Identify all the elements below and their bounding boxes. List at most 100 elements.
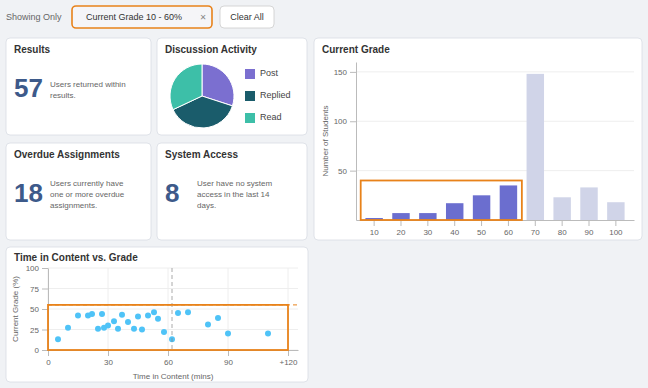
point [145, 313, 151, 319]
tick: 40 [450, 220, 459, 237]
legend-swatch [245, 113, 255, 123]
chart-title: Time in Content vs. Grade [14, 252, 138, 263]
background [0, 0, 648, 388]
tick: 0 [46, 350, 51, 367]
card-text: results. [50, 91, 76, 100]
tick-label: 25 [30, 326, 39, 335]
tick: 60 [164, 350, 173, 367]
point [215, 315, 221, 321]
card-value: 57 [14, 73, 43, 103]
tick-label: 50 [338, 167, 347, 176]
tick-label: 60 [164, 358, 173, 367]
tick: 50 [338, 167, 356, 176]
card-value: 8 [165, 178, 179, 208]
tick-mark [48, 350, 49, 356]
card-text: User have no system [197, 179, 272, 188]
tick-label: 40 [450, 228, 459, 237]
tick-mark [535, 220, 536, 226]
point [139, 327, 145, 333]
card-title: Overdue Assignments [14, 149, 120, 160]
card-title: Results [14, 44, 51, 55]
tick-label: 0 [35, 346, 40, 355]
reference-lines [48, 268, 298, 350]
chart-title: Discussion Activity [165, 44, 257, 55]
grid-line [48, 288, 298, 289]
clear-button[interactable] [220, 6, 274, 28]
tick-label: 100 [334, 117, 348, 126]
tick: 90 [585, 220, 594, 237]
grid-line [48, 329, 298, 330]
bar [419, 213, 436, 220]
point [131, 326, 137, 332]
tick-label: 70 [531, 228, 540, 237]
tick-label: 20 [397, 228, 406, 237]
vline [172, 268, 173, 350]
tick-label: 100 [26, 264, 40, 273]
tick-label: 80 [558, 228, 567, 237]
point [265, 331, 271, 337]
tick: 20 [397, 220, 406, 237]
tick: 150 [334, 68, 356, 77]
chart-title: Current Grade [322, 44, 390, 55]
tick-mark [108, 350, 109, 356]
axis-line [356, 63, 357, 221]
axis-title: Time in Content (mins) [133, 372, 214, 381]
grid-line [108, 268, 109, 350]
tick-label: 50 [477, 228, 486, 237]
point [119, 312, 125, 318]
tick-mark [589, 220, 590, 226]
grid [48, 268, 298, 350]
tick: 25 [30, 326, 48, 335]
card-panel [157, 143, 307, 240]
filter-label: Showing Only [6, 12, 62, 22]
tick: 100 [334, 117, 356, 126]
tick-mark [228, 350, 229, 356]
point [205, 322, 211, 328]
card-value: 18 [14, 178, 43, 208]
tick: 75 [30, 285, 48, 294]
card-text: assignments. [50, 201, 97, 210]
tick: 70 [531, 220, 540, 237]
point [95, 326, 101, 332]
tick-label: 30 [423, 228, 432, 237]
tick-mark [42, 268, 48, 269]
x-axis: 0306090+120 [46, 350, 298, 367]
points [55, 309, 271, 342]
legend-label: Post [260, 68, 279, 78]
tick: 30 [104, 350, 113, 367]
grid-line [356, 170, 634, 171]
card-title: System Access [165, 149, 238, 160]
tick-label: +120 [279, 358, 298, 367]
grid-line [356, 121, 634, 122]
pie-slice [170, 64, 202, 110]
point [55, 336, 61, 342]
y-axis: 50 100 150 [334, 63, 357, 221]
card-text: days. [197, 201, 216, 210]
filter-remove[interactable]: ✕ [200, 13, 207, 22]
tick-label: 60 [504, 228, 513, 237]
point [75, 313, 81, 319]
tick-mark [562, 220, 563, 226]
tick-label: 90 [585, 228, 594, 237]
bar [580, 187, 597, 220]
card-panel [6, 143, 151, 240]
filter-tag-label[interactable]: Current Grade 10 - 60% [86, 12, 182, 22]
card-text: access in the last 14 [197, 190, 270, 199]
tick: 50 [477, 220, 486, 237]
filter-tag[interactable] [72, 6, 212, 28]
card-text: Users returned within [50, 80, 126, 89]
tick: 100 [609, 220, 623, 237]
grid-line [356, 71, 634, 72]
point [175, 310, 181, 316]
tick: 10 [370, 220, 379, 237]
clear-label[interactable]: Clear All [230, 12, 264, 22]
bar [527, 74, 544, 220]
scatter-panel [6, 247, 308, 382]
point [65, 325, 71, 331]
canvas: Showing Only Current Grade 10 - 60% ✕ Clear… [0, 0, 648, 388]
tick: 50 [30, 305, 48, 314]
bars [365, 74, 624, 220]
bar [553, 197, 570, 220]
dashboard: Showing Only Current Grade 10 - 60% ✕ Clear… [0, 0, 648, 388]
card-panel [6, 38, 151, 135]
